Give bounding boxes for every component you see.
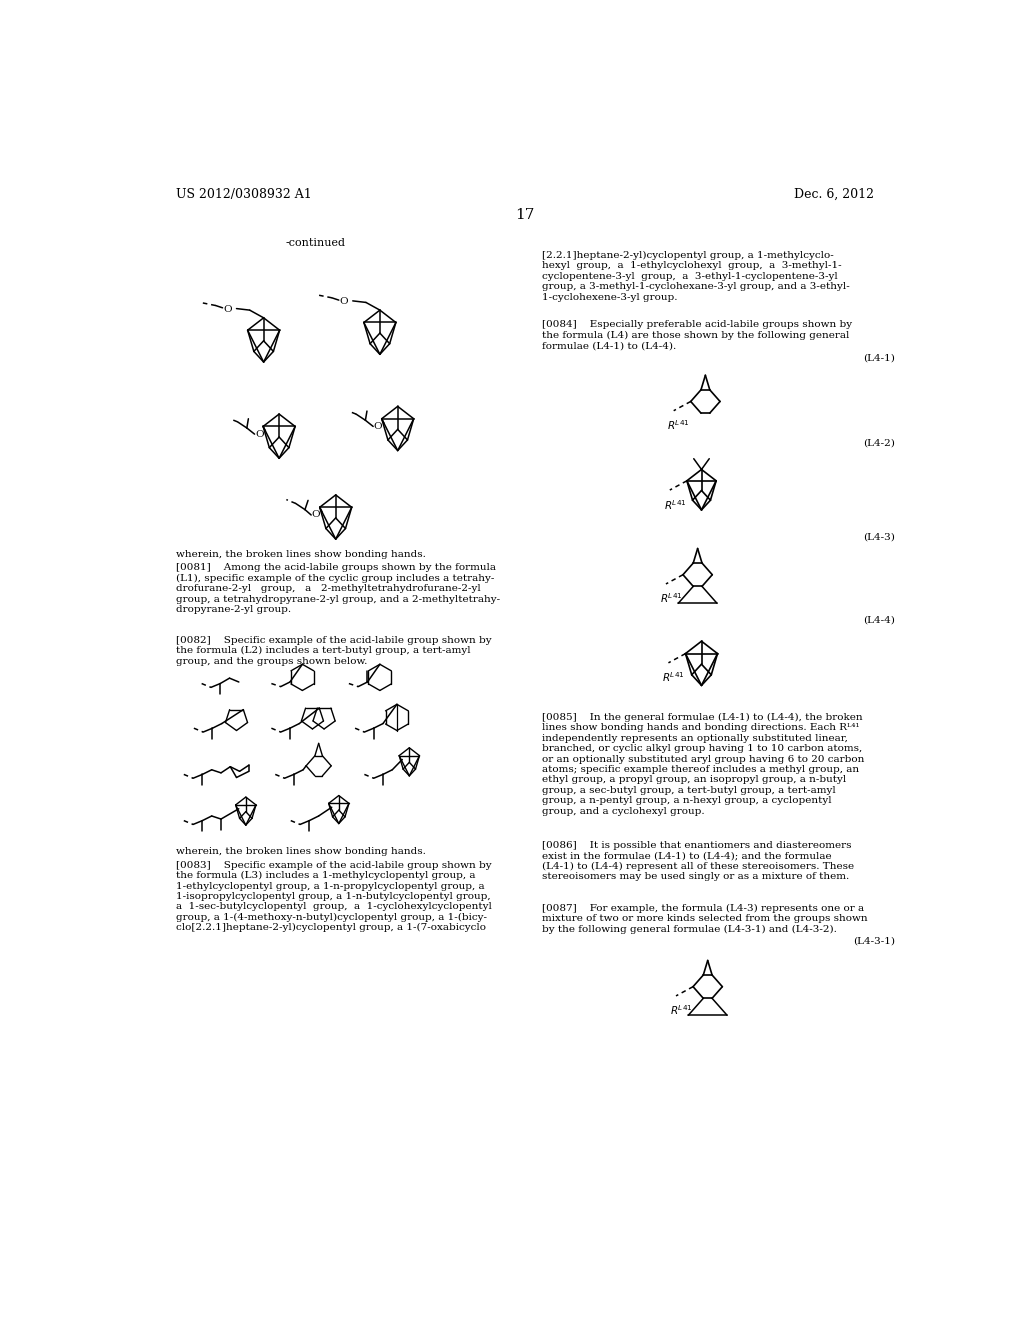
Text: O: O [374, 422, 382, 430]
Text: [0083]    Specific example of the acid-labile group shown by
the formula (L3) in: [0083] Specific example of the acid-labi… [176, 861, 492, 932]
Text: O: O [223, 305, 231, 314]
Text: [0082]    Specific example of the acid-labile group shown by
the formula (L2) in: [0082] Specific example of the acid-labi… [176, 636, 492, 665]
Text: US 2012/0308932 A1: US 2012/0308932 A1 [176, 187, 311, 201]
Text: [0084]    Especially preferable acid-labile groups shown by
the formula (L4) are: [0084] Especially preferable acid-labile… [542, 321, 852, 350]
Text: O: O [339, 297, 348, 306]
Text: (L4-1): (L4-1) [863, 354, 895, 363]
Text: wherein, the broken lines show bonding hands.: wherein, the broken lines show bonding h… [176, 550, 426, 558]
Text: $R^{L41}$: $R^{L41}$ [670, 1003, 692, 1018]
Text: $R^{L41}$: $R^{L41}$ [664, 498, 686, 512]
Text: -continued: -continued [286, 238, 345, 248]
Text: $R^{L41}$: $R^{L41}$ [659, 591, 682, 606]
Text: (L4-4): (L4-4) [863, 615, 895, 624]
Text: 17: 17 [515, 207, 535, 222]
Text: $R^{L41}$: $R^{L41}$ [668, 418, 690, 432]
Text: $R^{L41}$: $R^{L41}$ [663, 671, 685, 684]
Text: O: O [255, 429, 263, 438]
Text: [0081]    Among the acid-labile groups shown by the formula
(L1), specific examp: [0081] Among the acid-labile groups show… [176, 564, 500, 614]
Text: Dec. 6, 2012: Dec. 6, 2012 [794, 187, 873, 201]
Text: (L4-2): (L4-2) [863, 438, 895, 447]
Text: (L4-3): (L4-3) [863, 533, 895, 543]
Text: [0087]    For example, the formula (L4-3) represents one or a
mixture of two or : [0087] For example, the formula (L4-3) r… [542, 904, 867, 933]
Text: [2.2.1]heptane-2-yl)cyclopentyl group, a 1-methylcyclo-
hexyl  group,  a  1-ethy: [2.2.1]heptane-2-yl)cyclopentyl group, a… [542, 251, 850, 301]
Text: [0085]    In the general formulae (L4-1) to (L4-4), the broken
lines show bondin: [0085] In the general formulae (L4-1) to… [542, 713, 864, 816]
Text: O: O [311, 511, 321, 520]
Text: (L4-3-1): (L4-3-1) [853, 936, 895, 945]
Text: wherein, the broken lines show bonding hands.: wherein, the broken lines show bonding h… [176, 847, 426, 857]
Text: [0086]    It is possible that enantiomers and diastereomers
exist in the formula: [0086] It is possible that enantiomers a… [542, 841, 854, 880]
